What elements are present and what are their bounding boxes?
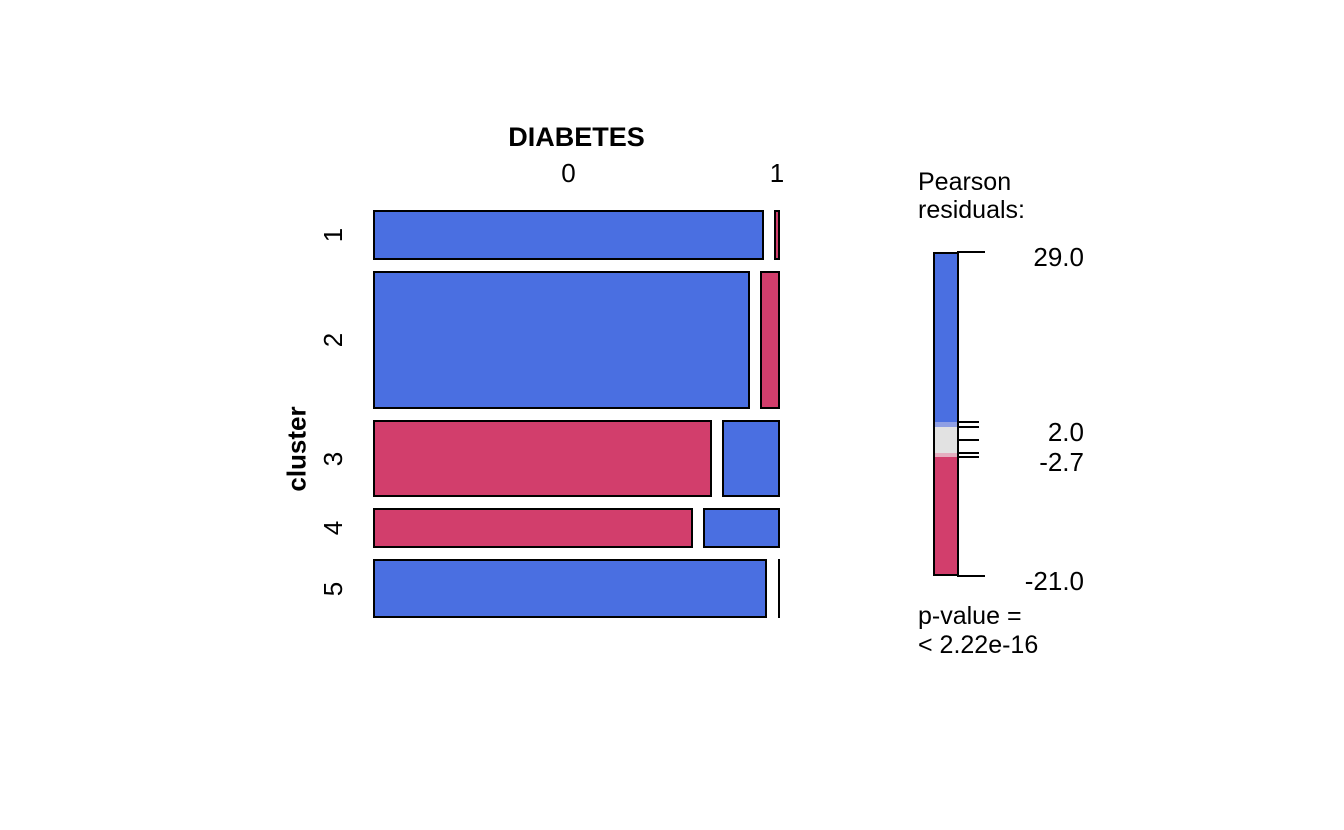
legend-segment-negative_light: [935, 452, 957, 460]
mosaic-tile-cluster4-x1: [702, 508, 780, 549]
legend-title-line2: residuals:: [918, 196, 1025, 224]
legend-tick-29: [957, 251, 985, 253]
legend-tick-0: [957, 438, 979, 441]
legend-title-line1: Pearson: [918, 168, 1012, 196]
legend-tick-2.7: [957, 421, 979, 424]
mosaic-tile-cluster5-x0: [373, 559, 768, 618]
legend-tick--21: [957, 575, 985, 577]
mosaic-tile-cluster3-x1: [721, 419, 780, 498]
mosaic-tile-cluster2-x1: [759, 271, 780, 409]
legend-segment-positive: [935, 254, 957, 427]
mosaic-tile-cluster3-x0: [373, 419, 712, 498]
legend-tick-label-2: 2.0: [1047, 416, 1084, 447]
mosaic-tile-cluster1-x1: [774, 210, 780, 261]
legend-tick-label--2.7: -2.7: [1039, 447, 1084, 478]
mosaic-tile-cluster4-x0: [373, 508, 693, 549]
legend-tick--2.7: [957, 456, 979, 459]
p-value-text: p-value = < 2.22e-16: [918, 602, 1038, 660]
y-axis-title: cluster: [281, 406, 312, 492]
legend-tick-label-29: 29.0: [1033, 242, 1084, 272]
col-label-1: 1: [769, 158, 785, 188]
legend-gradient-bar: [933, 252, 959, 576]
legend-tick--2: [957, 451, 979, 454]
legend-segment-neutral: [935, 426, 957, 455]
legend-segment-positive_light: [935, 422, 957, 429]
row-label-4: 4: [318, 521, 348, 536]
chart-title: DIABETES: [508, 122, 645, 152]
legend-tick-2: [957, 425, 979, 428]
row-label-5: 5: [318, 581, 348, 596]
mosaic-tile-cluster1-x0: [373, 210, 765, 261]
mosaic-tile-zero: [778, 559, 780, 618]
p-value-line1: p-value =: [918, 602, 1022, 630]
col-label-0: 0: [561, 158, 576, 188]
legend-title: Pearson residuals:: [918, 168, 1025, 224]
legend-segment-negative: [935, 457, 957, 574]
legend-tick-label--21: -21.0: [1024, 566, 1084, 596]
row-label-1: 1: [318, 227, 348, 243]
row-label-3: 3: [318, 451, 348, 466]
row-label-2: 2: [318, 332, 348, 348]
p-value-line2: < 2.22e-16: [918, 631, 1039, 659]
mosaic-tile-cluster2-x0: [373, 271, 750, 409]
